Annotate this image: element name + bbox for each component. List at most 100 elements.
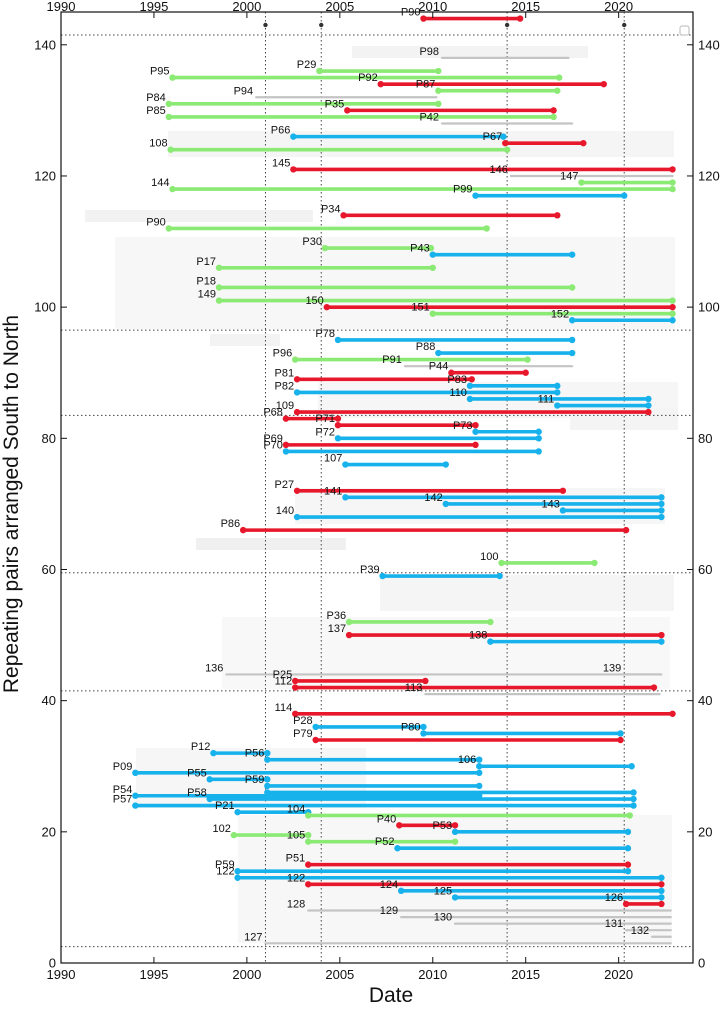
pair-label-25: 149 xyxy=(198,289,216,301)
y-tick-label-right-2: 40 xyxy=(698,693,712,708)
pair-label-84: P51 xyxy=(286,853,306,865)
pair-start-21 xyxy=(321,244,329,252)
pair-label-63: 114 xyxy=(275,702,293,714)
pair-start-11 xyxy=(290,133,297,140)
pair-end-49 xyxy=(658,500,665,508)
pair-start-70 xyxy=(132,769,139,776)
pair-label-87: 122 xyxy=(287,872,305,884)
pair-label-6: P94 xyxy=(234,85,254,97)
pair-end-2 xyxy=(435,67,442,75)
pair-label-47: P27 xyxy=(274,479,294,491)
y-tick-label-left-6: 120 xyxy=(34,168,56,183)
pair-start-39 xyxy=(293,408,301,416)
pair-start-18 xyxy=(472,192,479,199)
pair-start-14 xyxy=(290,166,297,173)
pair-start-9 xyxy=(165,113,173,121)
pair-end-83 xyxy=(624,845,632,852)
pair-label-59: 139 xyxy=(603,662,621,674)
pair-start-88 xyxy=(397,887,405,895)
pair-label-31: P96 xyxy=(273,348,293,360)
x-tick-label-top-2: 2000 xyxy=(232,0,261,14)
pair-label-90: 126 xyxy=(605,892,623,904)
pair-end-73 xyxy=(630,789,637,796)
pair-label-29: P78 xyxy=(315,328,335,340)
y-tick-label-right-1: 20 xyxy=(698,824,712,839)
pair-end-75 xyxy=(630,795,637,803)
pair-start-33 xyxy=(448,369,455,376)
pair-start-35 xyxy=(466,382,474,390)
x-tick-label-bottom-3: 2005 xyxy=(325,967,354,982)
pair-end-37 xyxy=(645,395,652,403)
pair-start-69 xyxy=(476,763,483,770)
pair-start-25 xyxy=(215,297,223,304)
pair-end-25 xyxy=(669,297,676,304)
pair-start-41 xyxy=(334,421,342,429)
pair-label-20: P90 xyxy=(146,216,166,228)
pair-start-7 xyxy=(165,100,173,108)
pair-label-32: P91 xyxy=(382,354,402,366)
x-tick-label-top-6: 2020 xyxy=(604,0,633,14)
vline-marker-2 xyxy=(504,22,510,28)
pair-start-37 xyxy=(466,395,474,403)
pair-label-58: 136 xyxy=(205,662,223,674)
pair-label-50: 143 xyxy=(542,498,560,510)
pair-end-68 xyxy=(476,756,483,763)
pair-start-49 xyxy=(442,500,449,508)
pair-end-33 xyxy=(522,369,529,376)
pair-label-96: 127 xyxy=(244,931,262,943)
pair-start-24 xyxy=(215,284,223,291)
pair-end-44 xyxy=(472,441,479,449)
pair-start-46 xyxy=(342,461,349,468)
pair-end-14 xyxy=(669,166,676,173)
pair-label-37: 110 xyxy=(449,387,467,399)
pair-start-22 xyxy=(429,251,436,258)
pair-label-85: P59 xyxy=(215,859,235,871)
pair-start-63 xyxy=(292,710,299,717)
y-tick-label-left-3: 60 xyxy=(42,562,56,577)
pair-label-53: 100 xyxy=(480,551,498,563)
pair-label-22: P43 xyxy=(410,243,430,255)
pair-end-9 xyxy=(550,113,557,121)
pair-end-65 xyxy=(617,730,624,737)
pair-label-46: 107 xyxy=(324,453,342,465)
pair-end-60 xyxy=(422,677,429,685)
pair-end-30 xyxy=(568,349,576,357)
pair-label-12: P67 xyxy=(483,131,503,143)
pair-end-67 xyxy=(264,749,271,757)
pair-start-45 xyxy=(282,448,290,455)
pair-start-75 xyxy=(206,795,213,803)
pair-label-65: P80 xyxy=(401,721,421,733)
pair-start-8 xyxy=(344,107,351,114)
x-tick-label-bottom-1: 1995 xyxy=(139,967,168,982)
y-tick-label-left-7: 140 xyxy=(34,37,56,52)
pair-label-2: P29 xyxy=(297,59,317,71)
pair-end-45 xyxy=(535,448,542,455)
pair-end-34 xyxy=(468,376,475,383)
pair-label-15: 146 xyxy=(489,164,507,176)
pair-start-53 xyxy=(498,559,505,567)
pair-label-45: P70 xyxy=(263,439,283,451)
pair-label-49: 142 xyxy=(424,492,442,504)
pair-label-16: 147 xyxy=(560,171,578,183)
pair-label-57: 138 xyxy=(469,630,487,642)
y-tick-label-right-5: 100 xyxy=(698,300,720,315)
pair-end-27 xyxy=(669,310,676,317)
pair-end-39 xyxy=(645,408,652,416)
pair-start-34 xyxy=(293,376,301,383)
pair-label-23: P17 xyxy=(196,256,216,268)
pair-end-40 xyxy=(334,415,342,422)
y-tick-label-left-2: 40 xyxy=(42,693,56,708)
pair-label-39: 109 xyxy=(276,400,294,412)
pair-label-93: 130 xyxy=(434,912,452,924)
pair-label-24: P18 xyxy=(196,275,216,287)
y-axis-title: Repeating pairs arranged South to North xyxy=(0,315,23,693)
pair-end-85 xyxy=(624,867,632,875)
pair-end-56 xyxy=(658,631,665,639)
pair-end-5 xyxy=(554,87,561,94)
pair-start-48 xyxy=(342,494,349,501)
pair-end-66 xyxy=(617,736,624,744)
pair-end-38 xyxy=(645,402,652,409)
x-tick-label-top-5: 2015 xyxy=(511,0,540,14)
x-tick-label-top-0: 1990 xyxy=(47,0,76,14)
pair-end-20 xyxy=(483,225,490,232)
